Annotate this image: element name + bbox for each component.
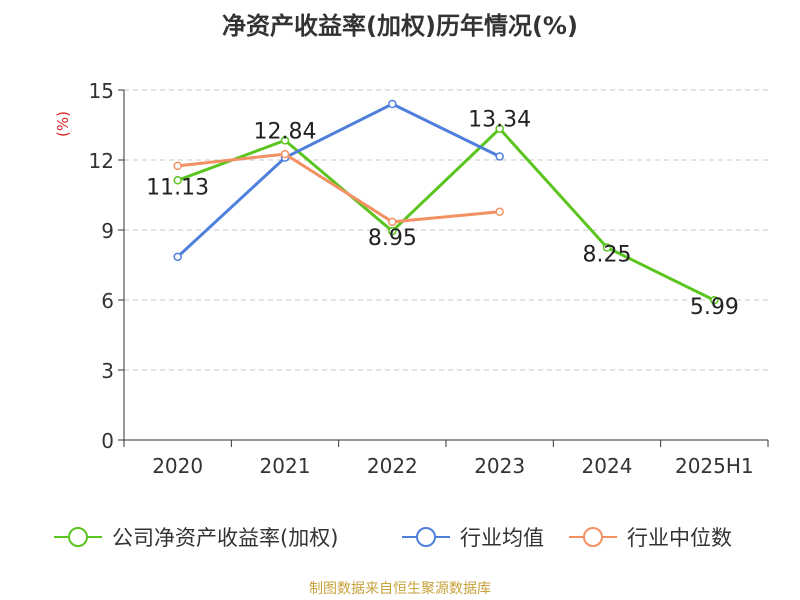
legend-label-1: 行业均值 bbox=[460, 526, 544, 550]
series-point-0 bbox=[280, 136, 290, 145]
series-point-2 bbox=[173, 161, 182, 171]
series-point-0 bbox=[173, 176, 182, 185]
x-tick-label: 2020 bbox=[152, 454, 203, 478]
legend-marker-1 bbox=[416, 527, 436, 547]
data-label: 11.13 bbox=[146, 175, 209, 200]
source-note: 制图数据来自恒生聚源数据库 bbox=[309, 581, 491, 597]
y-tick-label: 3 bbox=[101, 359, 114, 383]
legend: 公司净资产收益率(加权) 行业均值 行业中位数 bbox=[54, 526, 732, 550]
series-point-2 bbox=[280, 149, 290, 159]
y-tick-label: 0 bbox=[101, 429, 114, 453]
series-point-1 bbox=[173, 252, 182, 262]
series-line-1 bbox=[176, 102, 501, 258]
series-lines bbox=[173, 99, 719, 305]
data-label: 12.84 bbox=[254, 119, 317, 144]
x-tick-label: 2021 bbox=[260, 454, 311, 478]
series-point-1 bbox=[495, 152, 504, 161]
series-line-0 bbox=[177, 127, 715, 302]
series-point-0 bbox=[710, 295, 719, 305]
series-point-2 bbox=[495, 207, 504, 217]
series-line-2 bbox=[177, 152, 500, 224]
series-point-2 bbox=[388, 217, 397, 227]
y-tick-label: 15 bbox=[89, 79, 114, 103]
x-tick-label: 2023 bbox=[474, 454, 525, 478]
y-axis-label: (%) bbox=[54, 111, 72, 137]
data-label: 5.99 bbox=[690, 295, 739, 320]
chart-title: 净资产收益率(加权)历年情况(%) bbox=[222, 12, 578, 40]
y-tick-label: 12 bbox=[89, 149, 114, 173]
x-tick-label: 2022 bbox=[367, 454, 418, 478]
axes: 0 3 6 9 12 15 2020 2021 2022 2023 2024 2025H1 bbox=[89, 79, 769, 478]
grid-lines bbox=[124, 89, 768, 371]
series-point-0 bbox=[495, 124, 504, 133]
series-point-0 bbox=[602, 243, 612, 252]
legend-marker-0 bbox=[68, 527, 88, 547]
legend-label-2: 行业中位数 bbox=[627, 526, 732, 550]
x-tick-label: 2025H1 bbox=[675, 454, 754, 478]
legend-marker-2 bbox=[583, 527, 603, 547]
data-labels: 11.13 12.84 8.95 13.34 8.25 5.99 bbox=[146, 108, 739, 321]
y-tick-label: 9 bbox=[101, 219, 114, 243]
data-label: 8.95 bbox=[368, 226, 417, 251]
x-tick-label: 2024 bbox=[582, 454, 633, 478]
data-label: 8.25 bbox=[583, 243, 632, 268]
series-point-1 bbox=[388, 99, 397, 109]
legend-label-0: 公司净资产收益率(加权) bbox=[112, 526, 338, 550]
data-label: 13.34 bbox=[468, 108, 531, 133]
y-tick-label: 6 bbox=[101, 289, 114, 313]
series-point-0 bbox=[388, 226, 397, 236]
